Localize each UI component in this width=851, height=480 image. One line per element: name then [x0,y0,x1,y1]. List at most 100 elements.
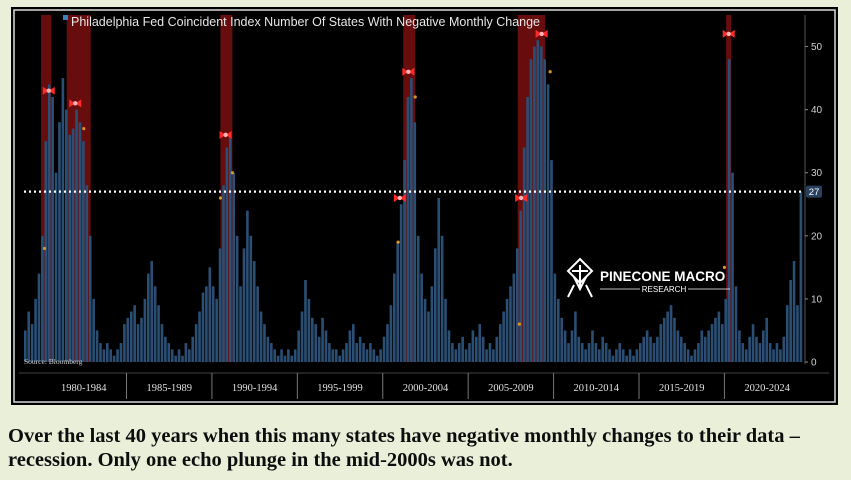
period-label: 1980-1984 [61,383,107,394]
data-bar [102,349,106,362]
data-bar [765,317,769,362]
data-bar [666,311,669,362]
peak-marker-left [722,29,729,38]
data-bar [65,109,68,363]
data-bar [153,286,157,362]
data-bar [799,191,803,362]
peak-marker-left [219,130,226,139]
data-bar [639,343,642,362]
data-bar [498,324,502,362]
data-bar [27,311,31,362]
y-tick-label: 40 [811,105,823,116]
data-bar [311,317,314,362]
data-bar [126,317,130,362]
data-bar [99,343,102,362]
orange-dot [548,70,552,74]
data-bar [218,248,222,362]
caption: Over the last 40 years when this many st… [8,425,800,471]
data-bar [215,298,218,362]
data-bar [731,172,734,362]
data-bar [430,286,434,362]
data-bar [577,336,581,362]
data-bar [51,97,54,362]
data-bar [779,349,782,362]
data-bar [533,46,536,362]
data-bar [297,330,300,362]
data-bar [642,336,646,362]
peak-marker-right [225,130,232,139]
data-bar [252,261,256,362]
peak-marker-center [518,195,524,201]
data-bar [181,355,184,362]
watermark-subtitle: RESEARCH [642,285,687,294]
orange-dot [230,171,235,175]
data-bar [362,343,365,362]
peak-marker [515,193,528,202]
orange-dot [396,240,400,244]
peak-marker-right [728,29,735,38]
data-bar [211,286,215,362]
data-bar [174,355,177,362]
data-bar [457,343,461,362]
orange-dot [82,126,86,131]
data-bar [290,355,294,362]
data-bar [208,267,212,362]
data-bar [427,311,430,362]
data-bar [259,311,263,362]
data-bar [628,349,632,362]
data-bar [235,235,239,362]
x-axis-periods: 1980-1984 1985-1989 1990-1994 1995-1999 2000… [19,372,829,399]
data-bar [133,305,136,362]
data-bar [54,172,58,362]
peak-marker [722,29,735,38]
data-bar [170,349,174,362]
data-bar [188,349,191,362]
chart-title: Philadelphia Fed Coincident Index Number… [71,15,540,29]
peak-marker-left [393,193,400,202]
data-bar [379,349,382,362]
data-bar [553,273,557,362]
data-bar [717,311,721,362]
peak-marker-center [73,101,78,106]
period-label: 1985-1989 [146,383,192,394]
period-label: 2015-2019 [659,383,705,394]
data-bar [58,122,61,362]
data-bar [437,197,441,362]
data-bar [652,343,656,362]
data-bar [92,298,95,362]
data-bar [738,330,741,362]
peak-marker [402,67,415,76]
data-bar [495,336,499,362]
data-bar [447,330,451,362]
data-bar [420,273,423,362]
data-bar [659,324,663,362]
data-bar [444,298,447,362]
data-bar [136,324,140,362]
data-bar [758,343,762,362]
data-bar [369,343,372,362]
data-bar [106,343,109,362]
data-bar [164,336,167,362]
data-bar [222,185,225,362]
peak-marker [219,130,232,139]
data-bar [755,336,758,362]
peak-marker-center [46,88,51,93]
data-bar [645,330,649,362]
data-bar [440,235,444,362]
data-bar [563,330,567,362]
data-bar [580,343,584,362]
data-bar [451,343,454,362]
data-bar [536,40,540,363]
data-bar [584,349,587,362]
data-bar [365,349,369,362]
data-bar [194,324,198,362]
data-bar [478,324,482,362]
data-bar [539,46,543,362]
data-bar [727,59,731,362]
data-bar [512,273,516,362]
data-bar [304,279,307,362]
data-bar [75,109,78,363]
data-bar [205,286,208,362]
data-bar [683,343,687,362]
data-bar [768,343,772,362]
